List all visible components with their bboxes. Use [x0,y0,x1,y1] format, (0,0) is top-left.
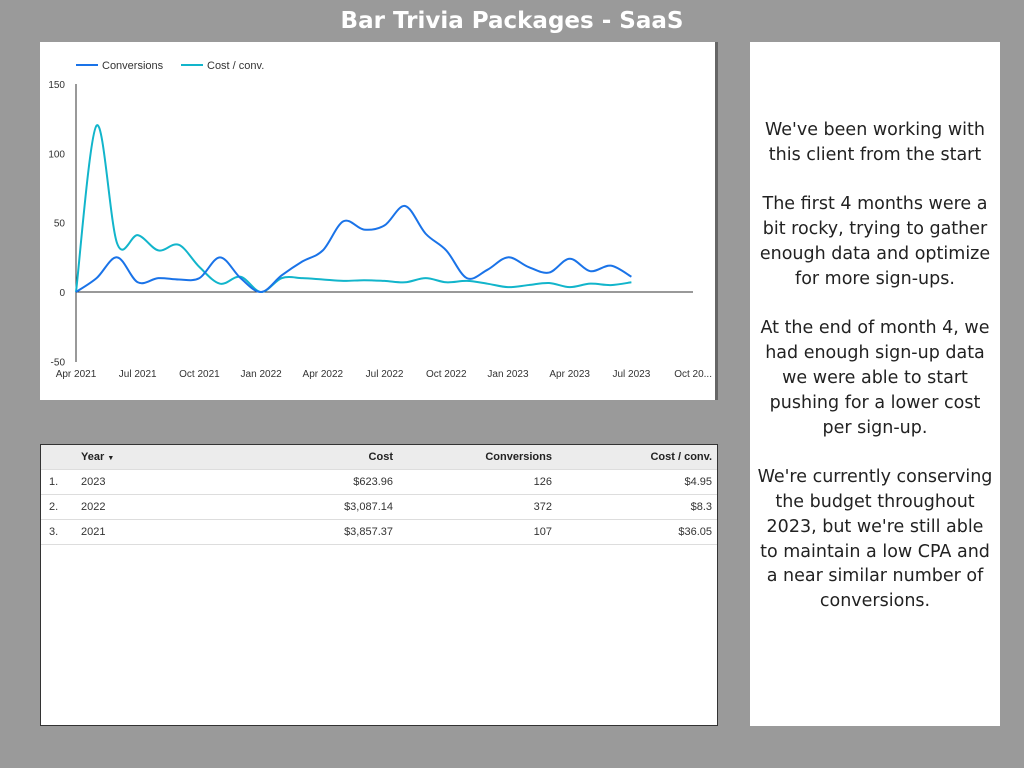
y-tick-label: 150 [48,80,65,91]
table-row: 3. 2021 $3,857.37 107 $36.05 [41,520,717,545]
x-tick-label: Jul 2022 [366,369,404,380]
x-tick-label: Oct 2021 [179,369,220,380]
series-line-cost-conv- [75,124,632,294]
note-paragraph: We've been working with this client from… [765,120,985,165]
series-line-conversions [75,205,632,293]
commentary-panel: We've been working with this client from… [750,42,1000,726]
table-cell: 3. [49,526,59,538]
table-cell: 2. [49,501,59,513]
table-cell: 2022 [81,501,106,513]
header-cost-per-conv[interactable]: Cost / conv. [650,451,712,463]
y-tick-label: 50 [54,219,66,230]
x-tick-label: Apr 2022 [303,369,344,380]
legend-label[interactable]: Cost / conv. [207,60,264,72]
note-paragraph: We're currently conserving the budget th… [757,467,993,612]
data-table: Year ▼ Cost Conversions Cost / conv. 1. 2… [40,444,718,726]
x-tick-label: Jan 2023 [487,369,529,380]
y-tick-label: 0 [59,288,65,299]
x-tick-label: Jul 2021 [119,369,157,380]
table-cell: $3,857.37 [344,526,393,538]
table-cell: 107 [533,526,552,538]
sort-down-icon: ▼ [107,455,115,462]
table-cell: 1. [49,476,59,488]
legend-label[interactable]: Conversions [102,60,164,72]
table-row: 1. 2023 $623.96 126 $4.95 [41,470,717,495]
x-tick-label: Oct 2022 [426,369,467,380]
table-cell: 372 [533,501,552,513]
x-tick-label: Jan 2022 [241,369,283,380]
header-year[interactable]: Year ▼ [81,451,115,463]
x-tick-label: Oct 20... [674,369,712,380]
table-cell: $3,087.14 [344,501,393,513]
table-cell: 2021 [81,526,106,538]
table-cell: $8.3 [690,501,712,513]
table-cell: $36.05 [678,526,712,538]
y-tick-label: -50 [51,357,66,368]
table-cell: 126 [533,476,552,488]
table-header-row: Year ▼ Cost Conversions Cost / conv. [41,445,717,470]
table-cell: 2023 [81,476,106,488]
x-tick-label: Apr 2021 [56,369,97,380]
header-cost[interactable]: Cost [368,451,393,463]
table-cell: $4.95 [684,476,712,488]
x-tick-label: Jul 2023 [612,369,650,380]
note-paragraph: At the end of month 4, we had enough sig… [760,318,990,438]
dashboard-title: Bar Trivia Packages - SaaS [340,8,684,34]
header-conversions[interactable]: Conversions [485,451,552,463]
table-cell: $623.96 [353,476,393,488]
x-tick-label: Apr 2023 [549,369,590,380]
note-paragraph: The first 4 months were a bit rocky, try… [759,194,991,289]
table-row: 2. 2022 $3,087.14 372 $8.3 [41,495,717,520]
y-tick-label: 100 [48,149,65,160]
line-chart: 150 100 50 0 -50 Apr 2021 Jul 2021 Oct 2021 Jan … [40,42,718,400]
